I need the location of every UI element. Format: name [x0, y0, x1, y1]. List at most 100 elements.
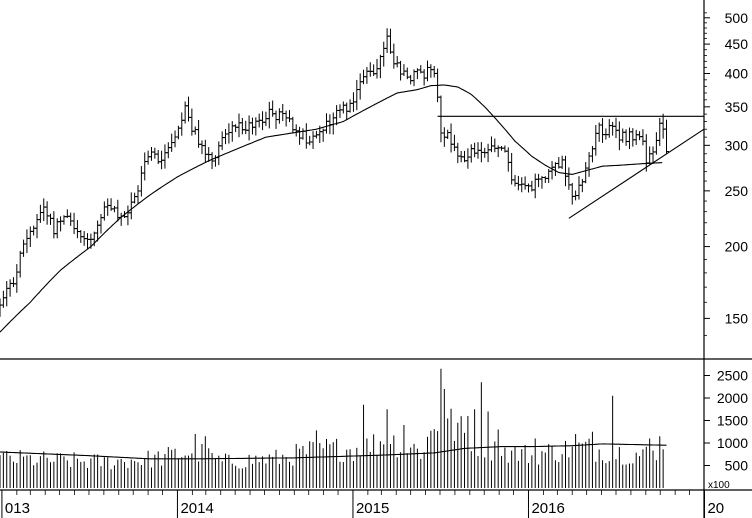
ohlc-bar	[128, 192, 134, 220]
ohlc-bar	[505, 147, 511, 172]
ohlc-bar	[398, 60, 404, 81]
volume-y-tick-label: 1500	[717, 413, 748, 429]
ohlc-bar	[300, 128, 306, 140]
price-y-tick-label: 250	[725, 183, 749, 199]
ohlc-bar	[138, 166, 144, 197]
ohlc-bar	[424, 60, 430, 82]
ohlc-bar	[246, 115, 252, 141]
ohlc-bar	[438, 95, 444, 143]
ohlc-bar	[616, 121, 622, 151]
ohlc-bar	[219, 131, 225, 151]
ohlc-bar	[600, 118, 606, 143]
ohlc-bar	[17, 250, 23, 278]
ohlc-bar	[563, 155, 569, 187]
ohlc-bar	[559, 155, 565, 169]
ohlc-bar	[4, 281, 10, 307]
ohlc-bar	[576, 176, 582, 200]
ohlc-bar	[340, 101, 346, 114]
ohlc-bar	[98, 213, 104, 234]
ohlc-bar	[21, 239, 27, 257]
ohlc-bar	[111, 205, 117, 213]
ohlc-bar	[310, 131, 316, 149]
volume-y-tick-label: 1000	[717, 435, 748, 451]
ohlc-bar	[24, 229, 30, 254]
ohlc-bar	[216, 141, 222, 166]
ohlc-bar	[41, 198, 47, 222]
ohlc-bar	[307, 135, 313, 146]
ohlc-bar	[179, 112, 185, 136]
ohlc-bar	[105, 198, 111, 216]
ohlc-bar	[381, 41, 387, 67]
ohlc-bar	[286, 110, 292, 123]
ohlc-bar	[472, 142, 478, 158]
ohlc-bar	[488, 136, 494, 153]
ohlc-bar	[0, 298, 3, 317]
volume-y-tick-label: 500	[725, 458, 749, 474]
ohlc-bar	[620, 128, 626, 143]
ohlc-bar	[391, 43, 397, 69]
volume-panel	[0, 368, 667, 488]
ohlc-bar	[647, 146, 653, 165]
volume-y-tick-label: 2500	[717, 368, 748, 384]
ohlc-bar	[593, 125, 599, 156]
ohlc-bar	[249, 117, 255, 135]
ohlc-bar	[512, 174, 518, 187]
x-tick-label: 013	[5, 500, 30, 517]
ohlc-bar	[239, 117, 245, 135]
ohlc-bar	[515, 175, 521, 191]
ohlc-bar	[148, 146, 154, 161]
ohlc-bar	[401, 64, 407, 76]
ohlc-bar	[428, 64, 434, 78]
ohlc-bar	[613, 117, 619, 139]
ohlc-bar	[182, 101, 188, 124]
ohlc-bar	[135, 185, 141, 204]
ohlc-bar	[199, 140, 205, 155]
ohlc-bar	[27, 226, 33, 247]
ohlc-bar	[569, 182, 575, 205]
price-y-tick-label: 350	[725, 99, 749, 115]
ohlc-bar	[640, 129, 646, 146]
x-tick-label: 2015	[356, 500, 389, 517]
ohlc-bar	[165, 142, 171, 159]
ohlc-bar	[485, 143, 491, 163]
ohlc-bar	[47, 213, 53, 225]
volume-moving-average	[0, 443, 667, 460]
x-tick-label: 20	[707, 500, 724, 517]
ohlc-bar	[542, 176, 548, 184]
ohlc-bar	[290, 116, 296, 134]
ohlc-bar	[536, 173, 542, 188]
ohlc-bar	[37, 204, 43, 223]
support-trendline	[568, 128, 705, 219]
ohlc-bar	[606, 119, 612, 138]
ohlc-bar	[357, 73, 363, 100]
ohlc-bar	[132, 192, 138, 204]
ohlc-bar	[492, 138, 498, 153]
ohlc-bar	[51, 211, 57, 239]
ohlc-bar	[626, 127, 632, 150]
ohlc-bar	[579, 178, 585, 193]
ohlc-bar	[202, 139, 208, 163]
ohlc-bar	[525, 183, 531, 193]
ohlc-bar	[68, 212, 74, 226]
ohlc-bar	[431, 66, 437, 78]
price-y-tick-label: 400	[725, 66, 749, 82]
ohlc-bar	[162, 144, 168, 169]
ohlc-bar	[142, 152, 148, 181]
ohlc-bar	[270, 100, 276, 117]
ohlc-bar	[243, 120, 249, 135]
volume-y-tick-label: 2000	[717, 390, 748, 406]
ohlc-bar	[532, 173, 538, 199]
ohlc-bar	[10, 277, 16, 288]
ohlc-bar	[44, 201, 50, 225]
ohlc-bar	[623, 129, 629, 146]
ohlc-bar	[324, 113, 330, 134]
ohlc-bar	[283, 110, 289, 127]
ohlc-bar	[445, 129, 451, 140]
ohlc-bar	[633, 129, 639, 145]
ohlc-bar	[495, 145, 501, 158]
ohlc-bar	[145, 150, 151, 165]
ohlc-bar	[266, 101, 272, 129]
ohlc-bar	[85, 233, 91, 250]
